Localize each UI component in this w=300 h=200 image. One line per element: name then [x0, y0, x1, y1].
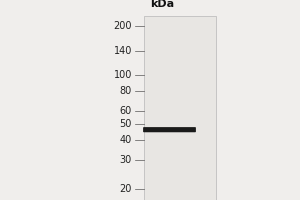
- Text: 30: 30: [120, 155, 132, 165]
- Text: 20: 20: [120, 184, 132, 194]
- FancyBboxPatch shape: [143, 127, 196, 132]
- Text: 200: 200: [113, 21, 132, 31]
- Text: 60: 60: [120, 106, 132, 116]
- Text: 100: 100: [114, 70, 132, 80]
- Text: 140: 140: [114, 46, 132, 56]
- Text: 40: 40: [120, 135, 132, 145]
- Text: 80: 80: [120, 86, 132, 96]
- Text: kDa: kDa: [150, 0, 174, 9]
- Bar: [144, 16, 216, 200]
- Text: 50: 50: [120, 119, 132, 129]
